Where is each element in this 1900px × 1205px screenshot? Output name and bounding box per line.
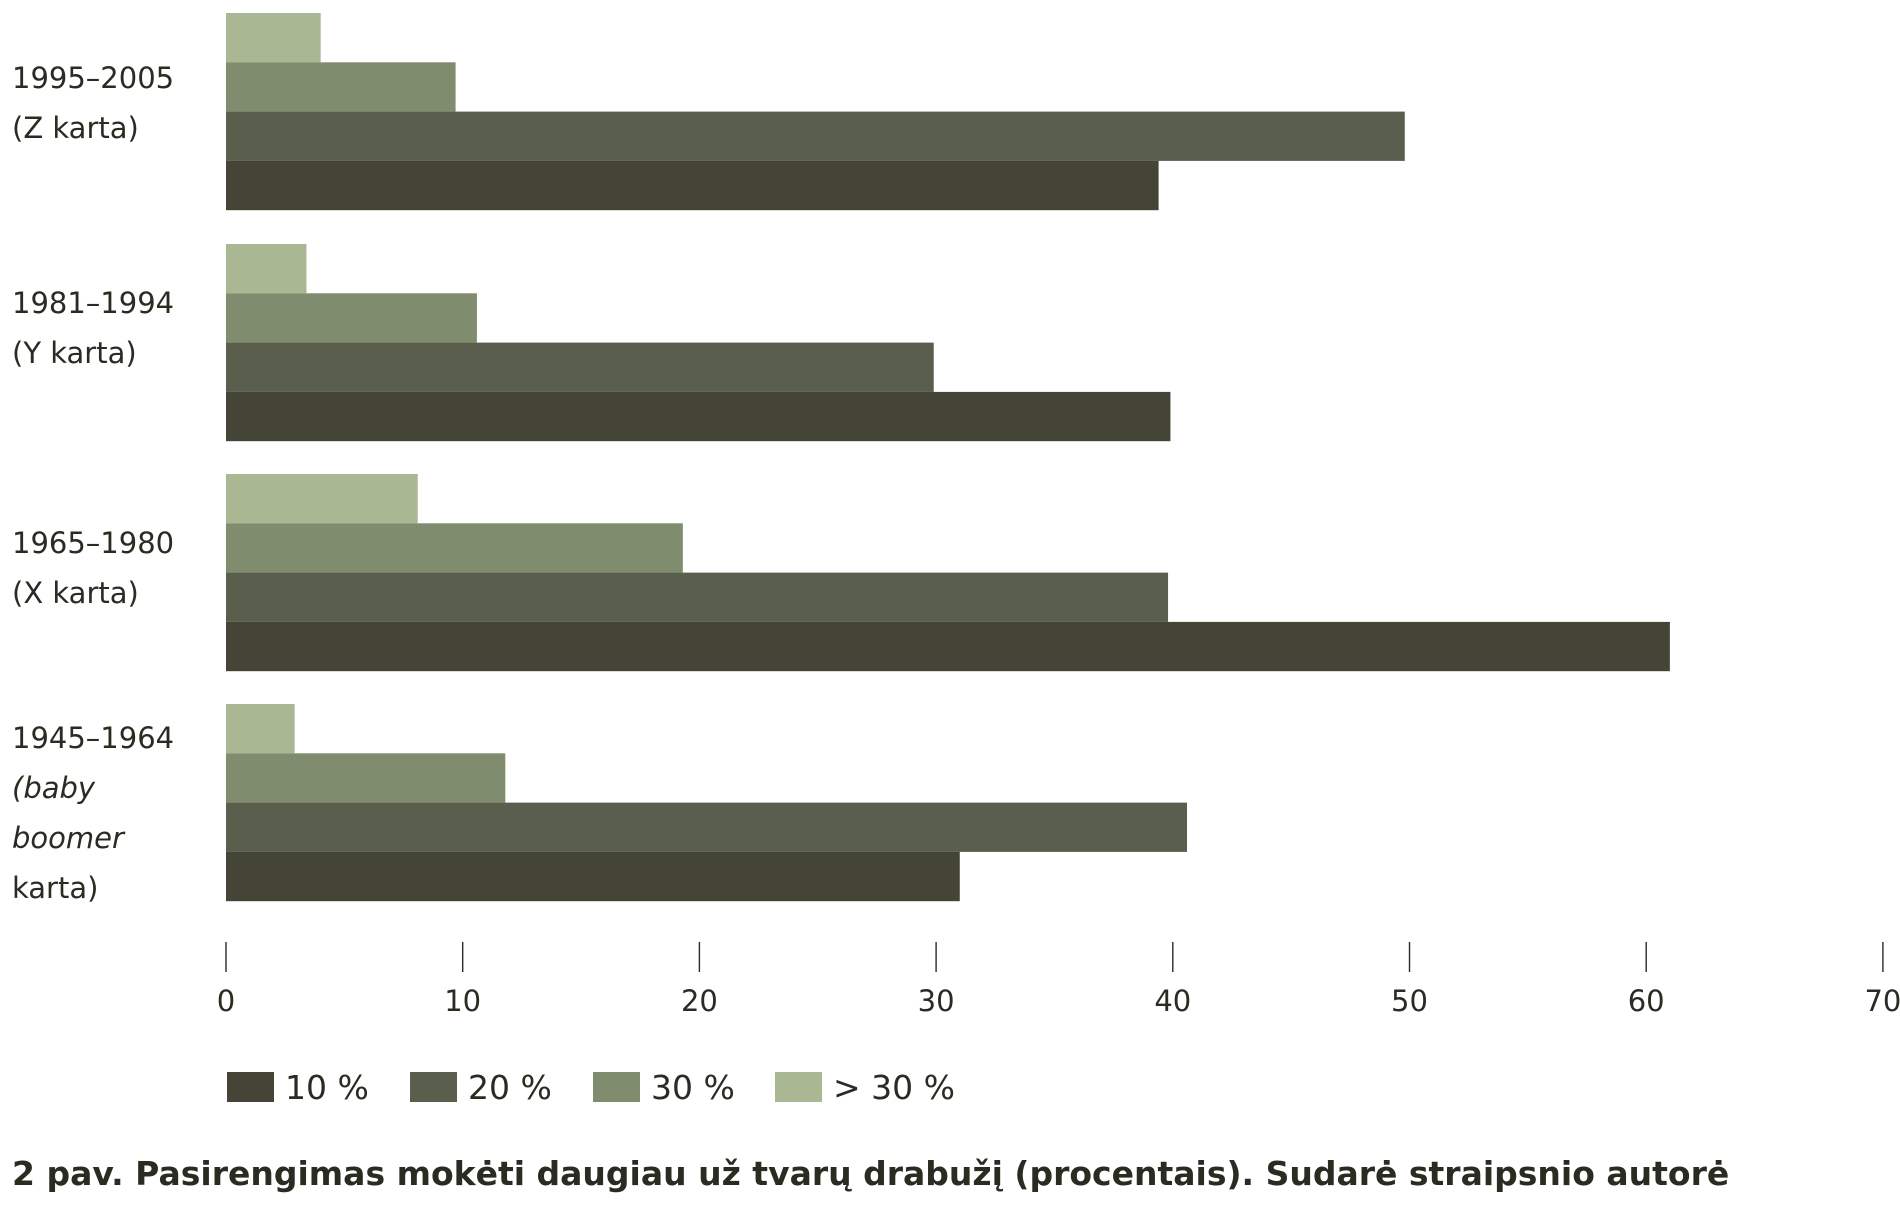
x-axis: 0 10 20 30 40 50 60 70 (217, 942, 1900, 1018)
bar-3-series-20 (226, 572, 1169, 622)
legend-label-30: 30 % (651, 1068, 735, 1107)
bars-group (226, 13, 1670, 902)
x-tick-label-30: 30 (918, 984, 955, 1018)
category-label-1-line-2: (Z karta) (12, 111, 139, 145)
category-labels: 1995–2005 (Z karta) 1981–1994 (Y karta) 1965… (12, 61, 174, 905)
bar-4-series-10 (226, 851, 960, 902)
legend-swatch-10 (227, 1072, 274, 1102)
bar-3-series-10 (226, 621, 1670, 672)
bar-1-series-20 (226, 111, 1405, 161)
bar-1-series-30 (226, 62, 456, 112)
legend-label-10: 10 % (285, 1068, 369, 1107)
x-tick-label-40: 40 (1154, 984, 1191, 1018)
category-label-3-line-1: 1965–1980 (12, 526, 174, 560)
x-tick-label-20: 20 (681, 984, 718, 1018)
bar-2-series-20 (226, 342, 934, 392)
category-label-2-line-2: (Y karta) (12, 336, 137, 370)
category-label-3-line-2: (X karta) (12, 576, 139, 610)
x-tick-label-70: 70 (1864, 984, 1900, 1018)
x-tick-label-50: 50 (1391, 984, 1428, 1018)
bar-4-series-30 (226, 753, 506, 803)
figure-caption: 2 pav. Pasirengimas mokėti daugiau už tv… (12, 1154, 1730, 1193)
category-label-4-line-3: boomer (12, 821, 126, 855)
bar-3-series-30 (226, 474, 418, 524)
bar-4-series-20 (226, 802, 1188, 852)
bar-1-series-30 (226, 13, 321, 63)
legend-swatch-30 (593, 1072, 640, 1102)
x-tick-label-0: 0 (217, 984, 235, 1018)
x-tick-label-10: 10 (444, 984, 481, 1018)
category-label-1-line-1: 1995–2005 (12, 61, 174, 95)
bar-4-series-30 (226, 704, 295, 754)
category-label-2-line-1: 1981–1994 (12, 286, 174, 320)
category-label-4-line-4: karta) (12, 871, 98, 905)
legend-label-20: 20 % (468, 1068, 552, 1107)
legend-swatch-30 (775, 1072, 822, 1102)
legend-label-30: > 30 % (833, 1068, 955, 1107)
category-label-4-line-1: 1945–1964 (12, 721, 174, 755)
x-tick-label-60: 60 (1628, 984, 1665, 1018)
legend-swatch-20 (410, 1072, 457, 1102)
bar-2-series-30 (226, 244, 307, 294)
bar-2-series-30 (226, 293, 477, 343)
bar-2-series-10 (226, 391, 1171, 442)
bar-1-series-10 (226, 160, 1159, 211)
category-label-4-line-2: (baby (12, 771, 96, 805)
bar-3-series-30 (226, 523, 683, 573)
legend: 10 % 20 % 30 % > 30 % (227, 1068, 955, 1107)
